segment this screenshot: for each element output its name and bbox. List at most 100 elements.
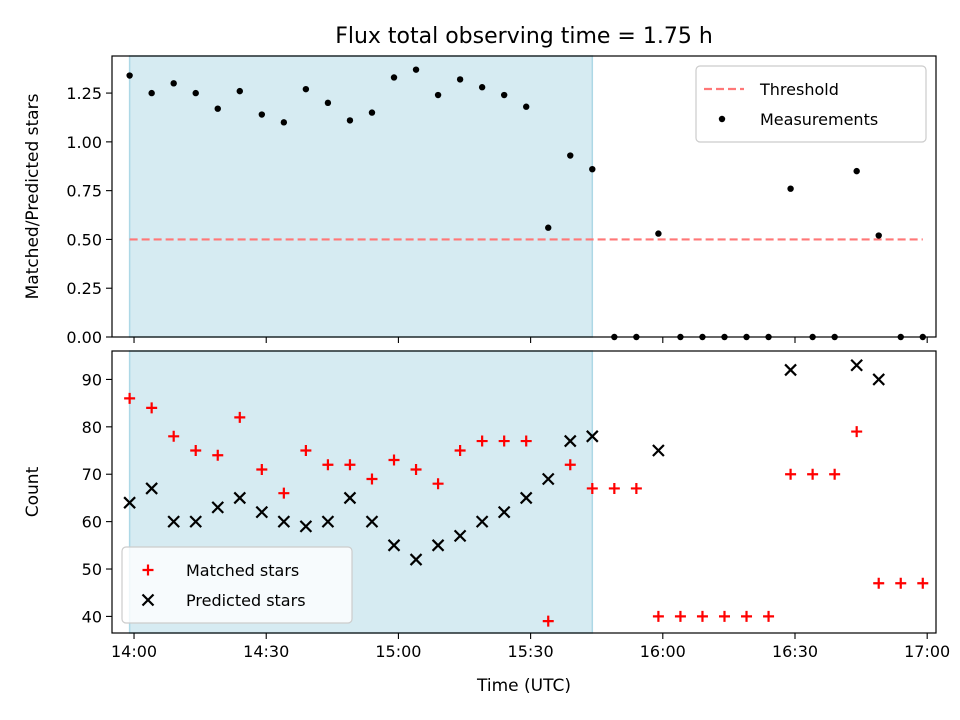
data-point bbox=[851, 426, 863, 438]
legend-swatch bbox=[141, 593, 155, 607]
data-point bbox=[299, 520, 313, 533]
x-tick-label: 15:30 bbox=[508, 642, 554, 661]
data-point bbox=[409, 553, 423, 566]
top-panel: 0.00 0.25 0.50 0.75 1.00 1.25 Matched/Predicte… bbox=[23, 55, 937, 347]
data-point bbox=[563, 434, 577, 448]
data-point bbox=[829, 468, 841, 480]
y-axis-label: Count bbox=[23, 466, 43, 517]
data-point bbox=[277, 515, 291, 528]
y-tick-label: 70 bbox=[82, 465, 102, 484]
data-point bbox=[368, 109, 376, 116]
y-tick-label: 0.50 bbox=[66, 230, 102, 249]
y-tick-label: 60 bbox=[82, 513, 102, 532]
data-point bbox=[431, 539, 445, 552]
x-tick-label: 14:00 bbox=[111, 642, 157, 661]
data-point bbox=[412, 66, 420, 73]
data-point bbox=[434, 91, 442, 99]
data-point bbox=[523, 103, 530, 110]
y-tick-label: 40 bbox=[82, 607, 102, 626]
data-point bbox=[589, 165, 596, 173]
x-tick-label: 16:00 bbox=[640, 642, 686, 661]
data-point bbox=[564, 459, 576, 471]
data-point bbox=[126, 72, 133, 79]
data-point bbox=[674, 610, 686, 622]
data-point bbox=[211, 501, 225, 514]
data-point bbox=[189, 515, 202, 528]
data-point bbox=[807, 468, 819, 480]
data-point bbox=[500, 91, 508, 99]
y-tick-label: 0.25 bbox=[66, 279, 102, 298]
data-point bbox=[170, 80, 177, 87]
y-tick-label: 90 bbox=[82, 370, 102, 389]
data-point bbox=[917, 577, 929, 589]
data-point bbox=[278, 487, 290, 499]
data-point bbox=[696, 610, 708, 622]
data-point bbox=[233, 491, 247, 505]
data-point bbox=[145, 482, 158, 495]
data-point bbox=[346, 117, 354, 124]
data-point bbox=[255, 505, 269, 519]
data-point bbox=[872, 373, 885, 386]
data-point bbox=[236, 87, 243, 95]
data-point bbox=[520, 435, 532, 447]
data-point bbox=[146, 402, 158, 414]
data-point bbox=[256, 463, 268, 475]
data-point bbox=[214, 105, 221, 112]
data-point bbox=[784, 363, 797, 377]
legend-label: Measurements bbox=[760, 110, 878, 129]
y-axis-label: Matched/Predicted stars bbox=[23, 93, 43, 299]
data-point bbox=[234, 411, 246, 423]
data-point bbox=[321, 515, 335, 528]
data-point bbox=[895, 577, 907, 589]
data-point bbox=[763, 610, 775, 622]
data-point bbox=[497, 505, 511, 519]
observing-span-shade bbox=[128, 55, 594, 338]
data-point bbox=[519, 491, 533, 505]
y-tick-label: 50 bbox=[82, 560, 102, 579]
data-point bbox=[853, 167, 860, 175]
data-point bbox=[388, 454, 400, 466]
data-point bbox=[192, 89, 199, 97]
data-point bbox=[875, 232, 882, 239]
chart-title: Flux total observing time = 1.75 h bbox=[335, 24, 713, 49]
legend-box bbox=[695, 65, 927, 143]
legend: Threshold Measurements bbox=[695, 65, 927, 143]
data-point bbox=[432, 478, 444, 490]
data-point bbox=[300, 445, 312, 457]
x-tick-label: 16:30 bbox=[772, 642, 818, 661]
data-point bbox=[478, 84, 486, 91]
y-tick-label: 1.25 bbox=[66, 84, 102, 103]
data-point bbox=[148, 89, 155, 97]
data-point bbox=[718, 610, 730, 622]
legend-box bbox=[121, 546, 353, 624]
data-point bbox=[498, 435, 510, 447]
legend-label: Matched stars bbox=[186, 561, 299, 580]
series-predicted-stars bbox=[123, 358, 885, 566]
data-point bbox=[167, 515, 180, 528]
data-point bbox=[476, 435, 488, 447]
data-point bbox=[190, 445, 202, 457]
bottom-panel: 40 50 60 70 80 90 14:00 14:30 15:00 15:30 16:00 16:… bbox=[23, 350, 950, 661]
data-point bbox=[475, 515, 489, 528]
legend-label: Threshold bbox=[759, 80, 839, 99]
x-axis-label: Time (UTC) bbox=[476, 676, 571, 696]
data-point bbox=[302, 85, 310, 93]
data-point bbox=[212, 449, 224, 461]
data-point bbox=[567, 152, 574, 159]
data-point bbox=[787, 185, 794, 192]
axes-frame bbox=[111, 350, 937, 634]
data-point bbox=[608, 482, 620, 494]
x-tick-label: 15:00 bbox=[375, 642, 421, 661]
data-point bbox=[652, 444, 665, 457]
legend: Matched stars Predicted stars bbox=[121, 546, 353, 624]
data-point bbox=[545, 224, 552, 231]
y-tick-label: 1.00 bbox=[66, 133, 102, 152]
axes-frame bbox=[111, 55, 937, 338]
data-point bbox=[454, 445, 466, 457]
data-point bbox=[258, 111, 266, 118]
data-point bbox=[542, 615, 554, 627]
data-point bbox=[322, 459, 334, 471]
data-point bbox=[280, 119, 288, 126]
data-point bbox=[586, 430, 599, 443]
